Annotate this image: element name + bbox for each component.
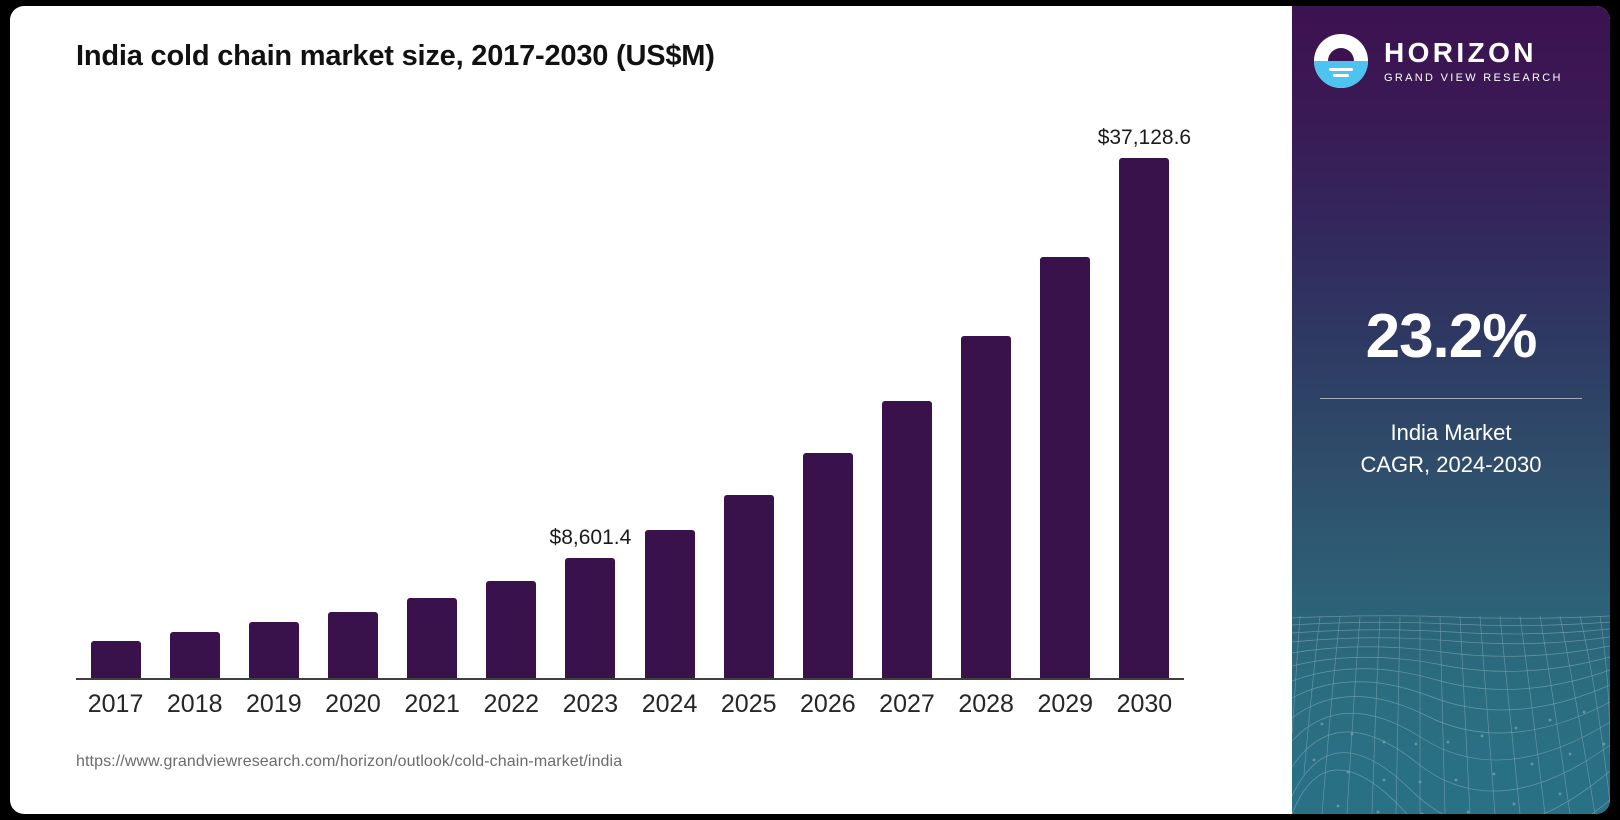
- bar-slot-2021: [393, 92, 472, 678]
- brand-wordmark: HORIZON GRAND VIEW RESEARCH: [1384, 37, 1563, 84]
- logo-sun-dome: [1328, 48, 1354, 61]
- x-tick-label-2027: 2027: [879, 690, 935, 718]
- x-tick-label-2017: 2017: [87, 690, 144, 718]
- chart-title: India cold chain market size, 2017-2030 …: [76, 40, 715, 72]
- logo-ray-lower: [1333, 74, 1349, 77]
- x-tick-label-2024: 2024: [641, 690, 698, 718]
- bar-2029[interactable]: [1040, 257, 1091, 678]
- chart-card: India cold chain market size, 2017-2030 …: [10, 6, 1610, 814]
- bar-slot-2023: $8,601.4: [549, 92, 632, 678]
- x-tick-label-2020: 2020: [325, 690, 381, 718]
- logo-ray-upper: [1329, 68, 1353, 71]
- bar-slot-2029: [1026, 92, 1105, 678]
- x-tick-label-2029: 2029: [1037, 690, 1094, 718]
- x-tick-label-2028: 2028: [958, 690, 1014, 718]
- bar-slot-2025: [709, 92, 788, 678]
- bar-slot-2019: [234, 92, 313, 678]
- bar-slot-2030: $37,128.6: [1098, 92, 1191, 678]
- x-tick-label-2019: 2019: [246, 690, 302, 718]
- bar-slot-2017: [76, 92, 155, 678]
- horizon-sunset-circle-icon: [1314, 34, 1368, 88]
- cagr-value: 23.2%: [1365, 302, 1538, 371]
- x-tick-label-2021: 2021: [404, 690, 460, 718]
- bar-plot-area: $8,601.4 $37,128.6: [76, 92, 1191, 678]
- bar-2027[interactable]: [881, 401, 932, 678]
- bar-2028[interactable]: [961, 336, 1012, 678]
- brand-name: HORIZON: [1384, 37, 1537, 69]
- bar-slot-2018: [155, 92, 234, 678]
- bar-2024[interactable]: [644, 530, 695, 678]
- bar-2025[interactable]: [723, 495, 774, 678]
- bar-value-label-2030: $37,128.6: [1097, 126, 1192, 149]
- bar-2026[interactable]: [802, 453, 853, 678]
- bar-2021[interactable]: [407, 598, 458, 678]
- bar-2022[interactable]: [486, 581, 537, 678]
- cagr-caption-line1: India Market: [1390, 420, 1512, 445]
- bar-2017[interactable]: [90, 641, 141, 678]
- bar-2018[interactable]: [169, 632, 220, 678]
- bar-slot-2027: [867, 92, 946, 678]
- x-tick-label-2026: 2026: [800, 690, 856, 718]
- x-tick-label-2025: 2025: [720, 690, 777, 718]
- cagr-caption-line2: CAGR, 2024-2030: [1360, 451, 1542, 477]
- x-axis-line: [76, 678, 1184, 680]
- source-url: https://www.grandviewresearch.com/horizo…: [76, 753, 623, 770]
- wireframe-terrain-graphic: [1292, 615, 1610, 814]
- x-tick-label-2018: 2018: [166, 690, 223, 718]
- x-tick-label-2022: 2022: [483, 690, 540, 718]
- bar-2020[interactable]: [327, 612, 378, 678]
- cagr-divider: [1320, 398, 1582, 399]
- bar-slot-2020: [313, 92, 392, 678]
- bar-slot-2022: [472, 92, 551, 678]
- brand-sidebar: HORIZON GRAND VIEW RESEARCH 23.2% India …: [1292, 6, 1610, 814]
- bar-value-label-2023: $8,601.4: [549, 526, 632, 549]
- bar-slot-2028: [947, 92, 1026, 678]
- brand-logo: HORIZON GRAND VIEW RESEARCH: [1314, 34, 1563, 88]
- cagr-block: 23.2% India Market CAGR, 2024-2030: [1292, 306, 1610, 481]
- bar-2019[interactable]: [248, 622, 299, 678]
- bar-slot-2024: [630, 92, 709, 678]
- bar-slot-2026: [788, 92, 867, 678]
- bar-2023[interactable]: [565, 558, 616, 678]
- x-tick-label-2030: 2030: [1116, 690, 1173, 718]
- brand-tagline: GRAND VIEW RESEARCH: [1384, 71, 1563, 84]
- x-tick-label-2023: 2023: [562, 690, 619, 718]
- chart-panel: India cold chain market size, 2017-2030 …: [10, 6, 1260, 814]
- bar-2030[interactable]: [1119, 158, 1170, 678]
